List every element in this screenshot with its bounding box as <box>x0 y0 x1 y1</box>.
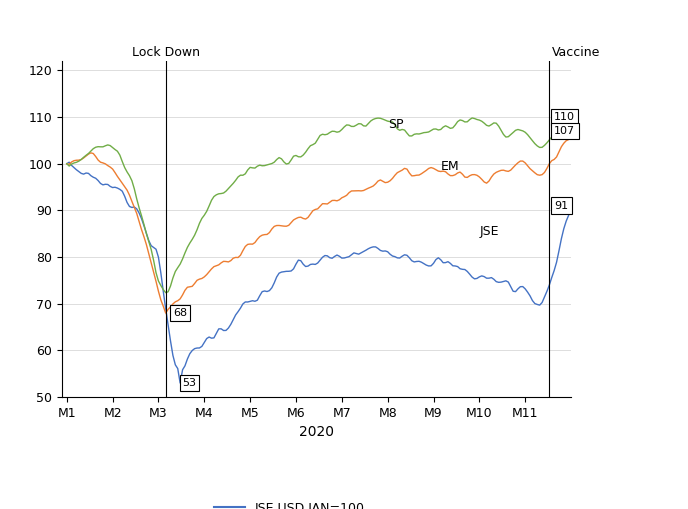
Text: 68: 68 <box>173 308 187 318</box>
S&P 500 JAN=100 <box>304 146 312 152</box>
MSCI EM JAN=100 <box>487 174 495 180</box>
Text: JSE: JSE <box>480 225 499 238</box>
Text: SP: SP <box>387 118 403 131</box>
MSCI EM JAN=100 <box>316 203 324 209</box>
Text: 91: 91 <box>554 201 568 211</box>
MSCI EM JAN=100 <box>63 161 71 167</box>
MSCI EM JAN=100 <box>516 158 524 164</box>
Text: 107: 107 <box>554 126 575 136</box>
Text: Lock Down: Lock Down <box>131 46 200 59</box>
JSE USD JAN=100 <box>490 276 498 282</box>
S&P 500 JAN=100 <box>567 114 575 120</box>
X-axis label: 2020: 2020 <box>299 426 334 439</box>
JSE USD JAN=100 <box>319 254 327 260</box>
Legend: JSE USD JAN=100, MSCI EM JAN=100, S&P 500 JAN=100: JSE USD JAN=100, MSCI EM JAN=100, S&P 50… <box>208 497 374 509</box>
Text: EM: EM <box>441 160 460 173</box>
MSCI EM JAN=100 <box>171 299 180 305</box>
MSCI EM JAN=100 <box>67 159 76 165</box>
Text: 53: 53 <box>182 378 197 388</box>
Line: S&P 500 JAN=100: S&P 500 JAN=100 <box>67 117 571 293</box>
Text: 110: 110 <box>554 112 575 122</box>
Line: MSCI EM JAN=100: MSCI EM JAN=100 <box>67 131 571 313</box>
JSE USD JAN=100 <box>176 380 184 386</box>
S&P 500 JAN=100 <box>171 268 180 274</box>
JSE USD JAN=100 <box>519 284 527 290</box>
S&P 500 JAN=100 <box>63 161 71 167</box>
JSE USD JAN=100 <box>63 161 71 167</box>
Text: Vaccine: Vaccine <box>552 46 600 59</box>
S&P 500 JAN=100 <box>162 290 170 296</box>
MSCI EM JAN=100 <box>304 214 312 220</box>
Line: JSE USD JAN=100: JSE USD JAN=100 <box>67 162 571 383</box>
JSE USD JAN=100 <box>567 203 575 209</box>
MSCI EM JAN=100 <box>162 310 170 316</box>
S&P 500 JAN=100 <box>487 122 495 128</box>
S&P 500 JAN=100 <box>67 161 76 167</box>
JSE USD JAN=100 <box>70 164 78 171</box>
JSE USD JAN=100 <box>171 362 180 368</box>
S&P 500 JAN=100 <box>516 127 524 133</box>
S&P 500 JAN=100 <box>316 132 324 138</box>
JSE USD JAN=100 <box>65 159 74 165</box>
MSCI EM JAN=100 <box>567 128 575 134</box>
JSE USD JAN=100 <box>306 262 314 268</box>
